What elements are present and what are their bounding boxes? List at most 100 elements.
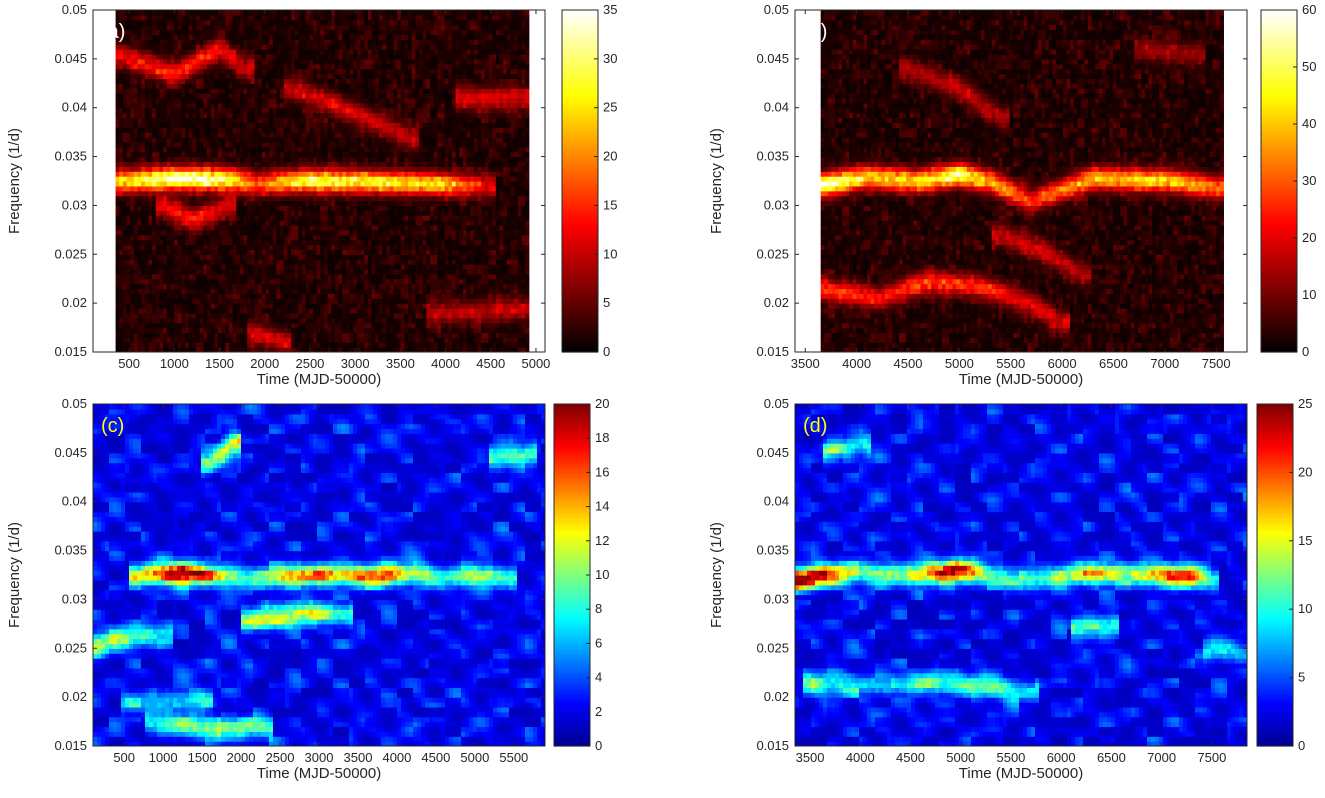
panel-label: (b) xyxy=(803,21,827,43)
y-tick-label: 0.035 xyxy=(756,149,789,164)
x-tick-label: 6500 xyxy=(1097,750,1126,765)
colorbar: 0 10 20 30 40 50 60 xyxy=(1260,2,1316,359)
colorbar-tick-label: 20 xyxy=(1302,230,1316,245)
x-tick-label: 6500 xyxy=(1099,356,1128,371)
panel-a: 500 1000 1500 2000 2500 3000 3500 4000 4500 5000 0… xyxy=(6,2,617,388)
x-tick-label: 3500 xyxy=(344,750,373,765)
colorbar-tick-label: 5 xyxy=(1298,670,1305,685)
colorbar-tick-label: 20 xyxy=(1298,464,1312,479)
colorbar-tick-label: 0 xyxy=(595,738,602,753)
x-tick-label: 4500 xyxy=(476,356,505,371)
y-tick-label: 0.05 xyxy=(62,396,87,411)
x-tick-label: 1000 xyxy=(160,356,189,371)
x-tick-label: 3500 xyxy=(386,356,415,371)
colorbar-tick-label: 40 xyxy=(1302,116,1316,131)
x-tick-label: 7500 xyxy=(1202,356,1231,371)
heatmap-cells xyxy=(820,10,1224,352)
x-tick-label: 4000 xyxy=(842,356,871,371)
colorbar-tick-label: 0 xyxy=(1302,344,1309,359)
x-tick-label: 6000 xyxy=(1048,356,1077,371)
x-tick-label: 500 xyxy=(113,750,135,765)
x-tick-label: 5500 xyxy=(996,356,1025,371)
colorbar-tick-label: 8 xyxy=(595,601,602,616)
x-axis-label: Time (MJD-50000) xyxy=(959,371,1083,388)
panel-c: 500 1000 1500 2000 2500 3000 3500 4000 4500 5000 5… xyxy=(6,396,609,782)
y-tick-label: 0.045 xyxy=(54,445,87,460)
y-tick-label: 0.02 xyxy=(62,295,87,310)
x-tick-label: 5000 xyxy=(946,750,975,765)
x-tick-label: 5500 xyxy=(499,750,528,765)
colorbar-tick-label: 25 xyxy=(1298,396,1312,411)
x-axis-label: Time (MJD-50000) xyxy=(959,765,1083,782)
x-tick-label: 4500 xyxy=(894,356,923,371)
x-tick-label: 6000 xyxy=(1047,750,1076,765)
colorbar: 0 5 10 15 20 25 30 35 xyxy=(561,2,617,359)
y-tick-label: 0.045 xyxy=(756,445,789,460)
heatmap-cells xyxy=(93,404,545,746)
colorbar-tick-label: 14 xyxy=(595,499,609,514)
x-tick-label: 7000 xyxy=(1147,750,1176,765)
x-tick-label: 7500 xyxy=(1197,750,1226,765)
colorbar-tick-label: 0 xyxy=(1298,738,1305,753)
y-tick-label: 0.03 xyxy=(62,197,87,212)
colorbar-tick-label: 5 xyxy=(603,295,610,310)
y-tick-label: 0.05 xyxy=(764,396,789,411)
colorbar-tick-label: 4 xyxy=(595,670,602,685)
x-tick-label: 1500 xyxy=(188,750,217,765)
colorbar-tick-label: 20 xyxy=(595,396,609,411)
colorbar-tick-label: 60 xyxy=(1302,2,1316,17)
y-tick-label: 0.04 xyxy=(764,494,789,509)
colorbar-tick-label: 35 xyxy=(603,2,617,17)
y-tick-label: 0.035 xyxy=(756,543,789,558)
y-tick-label: 0.045 xyxy=(54,51,87,66)
y-tick-label: 0.025 xyxy=(756,246,789,261)
colorbar-tick-label: 16 xyxy=(595,464,609,479)
colorbar-tick-label: 30 xyxy=(603,51,617,66)
colorbar-tick-label: 30 xyxy=(1302,173,1316,188)
y-tick-label: 0.02 xyxy=(764,689,789,704)
y-tick-label: 0.035 xyxy=(54,543,87,558)
x-tick-label: 500 xyxy=(118,356,140,371)
y-tick-label: 0.03 xyxy=(764,197,789,212)
x-axis-label: Time (MJD-50000) xyxy=(257,765,381,782)
y-tick-label: 0.025 xyxy=(54,246,87,261)
y-tick-label: 0.05 xyxy=(62,2,87,17)
y-tick-label: 0.02 xyxy=(764,295,789,310)
colorbar-tick-label: 12 xyxy=(595,533,609,548)
colorbar-tick-label: 20 xyxy=(603,149,617,164)
y-tick-label: 0.02 xyxy=(62,689,87,704)
y-tick-label: 0.04 xyxy=(62,100,87,115)
panel-d: 3500 4000 4500 5000 5500 6000 6500 7000 7500 0.01… xyxy=(708,396,1312,782)
y-tick-label: 0.015 xyxy=(54,344,87,359)
colorbar: 0 5 10 15 20 25 xyxy=(1256,396,1312,753)
x-tick-label: 4000 xyxy=(382,750,411,765)
y-axis-label: Frequency (1/d) xyxy=(708,522,725,628)
x-tick-label: 3500 xyxy=(796,750,825,765)
heatmap-cells xyxy=(795,404,1247,746)
x-tick-label: 3500 xyxy=(791,356,820,371)
x-tick-label: 1000 xyxy=(149,750,178,765)
panel-label: (c) xyxy=(101,415,124,437)
y-axis-label: Frequency (1/d) xyxy=(6,522,23,628)
y-tick-label: 0.03 xyxy=(62,591,87,606)
x-tick-label: 4500 xyxy=(421,750,450,765)
panel-label: (a) xyxy=(101,21,125,43)
y-axis-label: Frequency (1/d) xyxy=(708,128,725,234)
x-tick-label: 3000 xyxy=(341,356,370,371)
plot-frame xyxy=(794,9,1248,353)
colorbar-tick-label: 10 xyxy=(1298,601,1312,616)
colorbar: 0 2 4 6 8 10 12 14 16 18 20 xyxy=(553,396,609,753)
y-tick-label: 0.05 xyxy=(764,2,789,17)
y-tick-label: 0.04 xyxy=(764,100,789,115)
y-tick-label: 0.04 xyxy=(62,494,87,509)
colorbar-tick-label: 25 xyxy=(603,100,617,115)
panel-b: 3500 4000 4500 5000 5500 6000 6500 7000 7500 0.01… xyxy=(708,2,1316,388)
colorbar-tick-label: 0 xyxy=(603,344,610,359)
colorbar-tick-label: 50 xyxy=(1302,59,1316,74)
y-tick-label: 0.045 xyxy=(756,51,789,66)
panel-label: (d) xyxy=(803,415,827,437)
plot-frame xyxy=(92,9,546,353)
y-tick-label: 0.025 xyxy=(54,640,87,655)
colorbar-tick-label: 6 xyxy=(595,635,602,650)
